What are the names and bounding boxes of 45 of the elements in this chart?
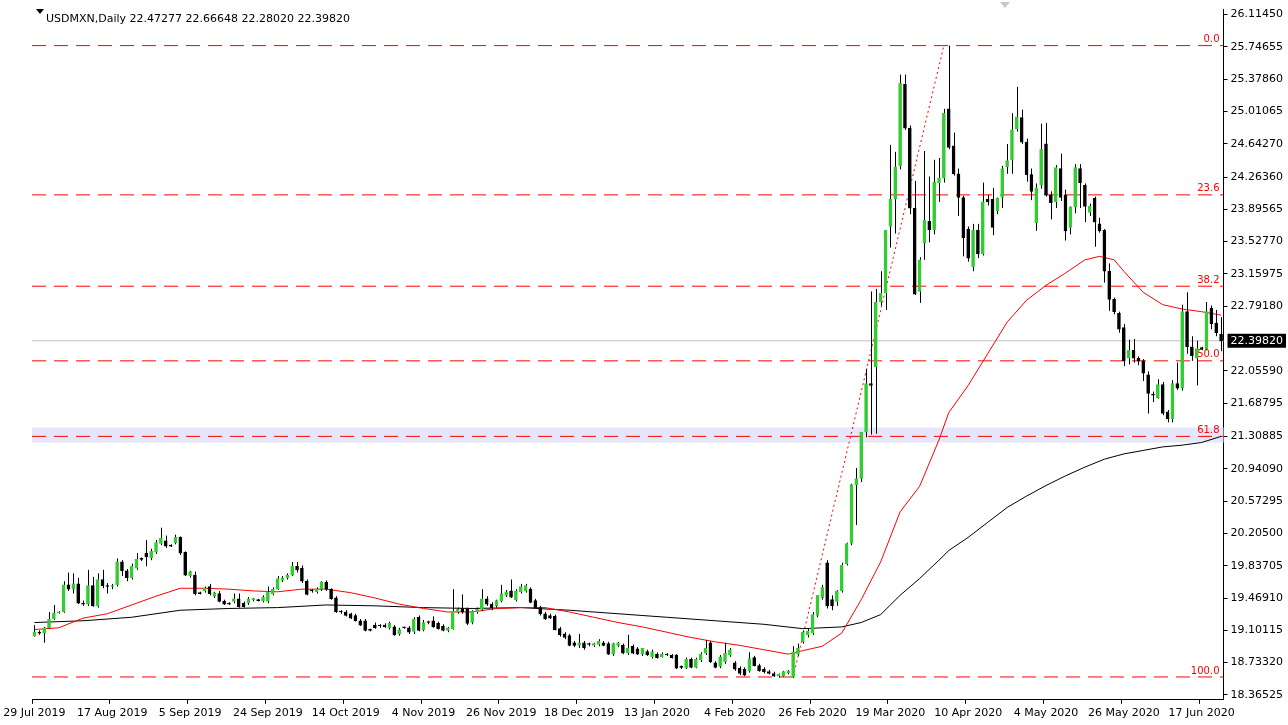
x-tick-label: 4 Feb 2020 [704, 706, 766, 720]
y-tick-label: 23.89565 [1230, 202, 1284, 216]
x-tick-label: 26 Feb 2020 [778, 706, 847, 720]
y-tick-label: 23.15975 [1230, 266, 1284, 280]
y-tick-label: 25.74655 [1230, 39, 1284, 53]
y-tick-label: 22.79180 [1230, 299, 1284, 313]
y-tick-label: 24.26360 [1230, 169, 1284, 183]
y-tick-label: 20.20500 [1230, 526, 1284, 540]
x-tick-label: 24 Sep 2019 [233, 706, 303, 720]
x-tick-label: 5 Sep 2019 [158, 706, 222, 720]
x-tick-label: 10 Apr 2020 [934, 706, 1003, 720]
x-tick-label: 29 Jul 2019 [3, 706, 66, 720]
x-tick-label: 17 Jun 2020 [1168, 706, 1235, 720]
y-tick-label: 21.30885 [1230, 429, 1284, 443]
x-tick-label: 26 May 2020 [1087, 706, 1160, 720]
y-tick-label: 22.05590 [1230, 363, 1284, 377]
x-tick-label: 19 Mar 2020 [855, 706, 926, 720]
annotation: 38.2 [1197, 273, 1220, 285]
annotation: 50.0 [1197, 348, 1220, 360]
y-tick-label: 21.68795 [1230, 396, 1284, 410]
x-tick-label: 4 Nov 2019 [391, 706, 456, 720]
y-tick-label: 24.64270 [1230, 136, 1284, 150]
annotation: 61.8 [1197, 423, 1220, 435]
x-tick-label: 26 Nov 2019 [466, 706, 537, 720]
y-tick-label: 20.94090 [1230, 461, 1284, 475]
x-tick-label: 17 Aug 2019 [77, 706, 148, 720]
y-tick-label: 19.46910 [1230, 590, 1284, 604]
x-tick-label: 18 Dec 2019 [543, 706, 615, 720]
annotation: 23.6 [1197, 182, 1220, 194]
x-tick-label: 13 Jan 2020 [623, 706, 690, 720]
y-tick-label: 20.57295 [1230, 493, 1284, 507]
y-tick-label: 25.37860 [1230, 71, 1284, 85]
x-tick-label: 14 Oct 2019 [311, 706, 380, 720]
y-tick-label: 18.73320 [1230, 655, 1284, 669]
y-tick-label: 19.83705 [1230, 558, 1284, 572]
annotation: 100.0 [1190, 664, 1220, 676]
y-tick-label: 25.01065 [1230, 104, 1284, 118]
chart-title: USDMXN,Daily 22.47277 22.66648 22.28020 22.39820 [46, 12, 351, 26]
y-tick-label: 19.10115 [1230, 623, 1284, 637]
annotation: 0.0 [1203, 33, 1220, 45]
y-tick-label: 26.11450 [1230, 7, 1284, 21]
y-tick-label: 18.36525 [1230, 687, 1284, 701]
ref-line-label: 22.39820 [1230, 333, 1284, 347]
x-tick-label: 4 May 2020 [1013, 706, 1079, 720]
y-tick-label: 23.52770 [1230, 234, 1284, 248]
